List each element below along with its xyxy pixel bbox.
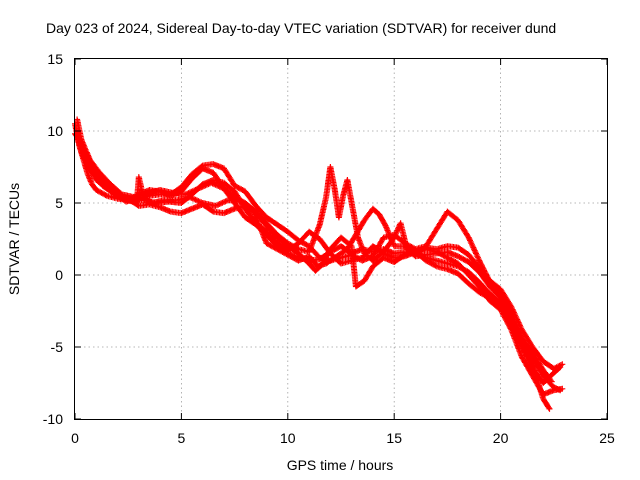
- x-axis-label: GPS time / hours: [287, 457, 394, 473]
- x-tick-label: 5: [178, 430, 186, 446]
- x-tick-label: 25: [599, 430, 615, 446]
- series-markers: [72, 130, 566, 372]
- series-markers: [74, 116, 555, 385]
- series-markers: [76, 136, 553, 412]
- series-trace-5: [74, 116, 555, 385]
- ticks: 0 5 10 15 20 25 -10 -5 0 5 10 15: [43, 51, 615, 446]
- x-tick-label: 15: [386, 430, 402, 446]
- x-tick-label: 0: [71, 430, 79, 446]
- y-tick-label: 10: [47, 123, 63, 139]
- x-tick-label: 20: [493, 430, 509, 446]
- series-trace-4: [72, 130, 566, 372]
- y-tick-label: -5: [51, 339, 64, 355]
- y-axis-label: SDTVAR / TECUs: [6, 183, 22, 295]
- y-tick-label: -10: [43, 411, 63, 427]
- y-tick-label: 0: [55, 267, 63, 283]
- plot-frame: [74, 58, 608, 420]
- series-trace-6: [76, 136, 553, 412]
- y-tick-label: 15: [47, 51, 63, 67]
- chart-title: Day 023 of 2024, Sidereal Day-to-day VTE…: [46, 20, 556, 36]
- data-layer: [72, 116, 566, 412]
- x-tick-label: 10: [280, 430, 296, 446]
- y-tick-label: 5: [55, 195, 63, 211]
